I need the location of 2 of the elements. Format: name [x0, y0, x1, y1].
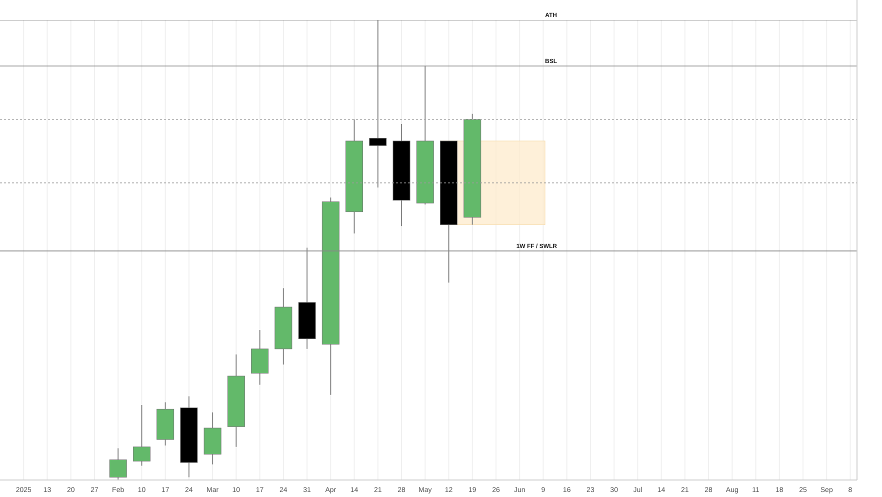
candlestick — [132, 404, 150, 466]
candlestick — [109, 448, 127, 480]
